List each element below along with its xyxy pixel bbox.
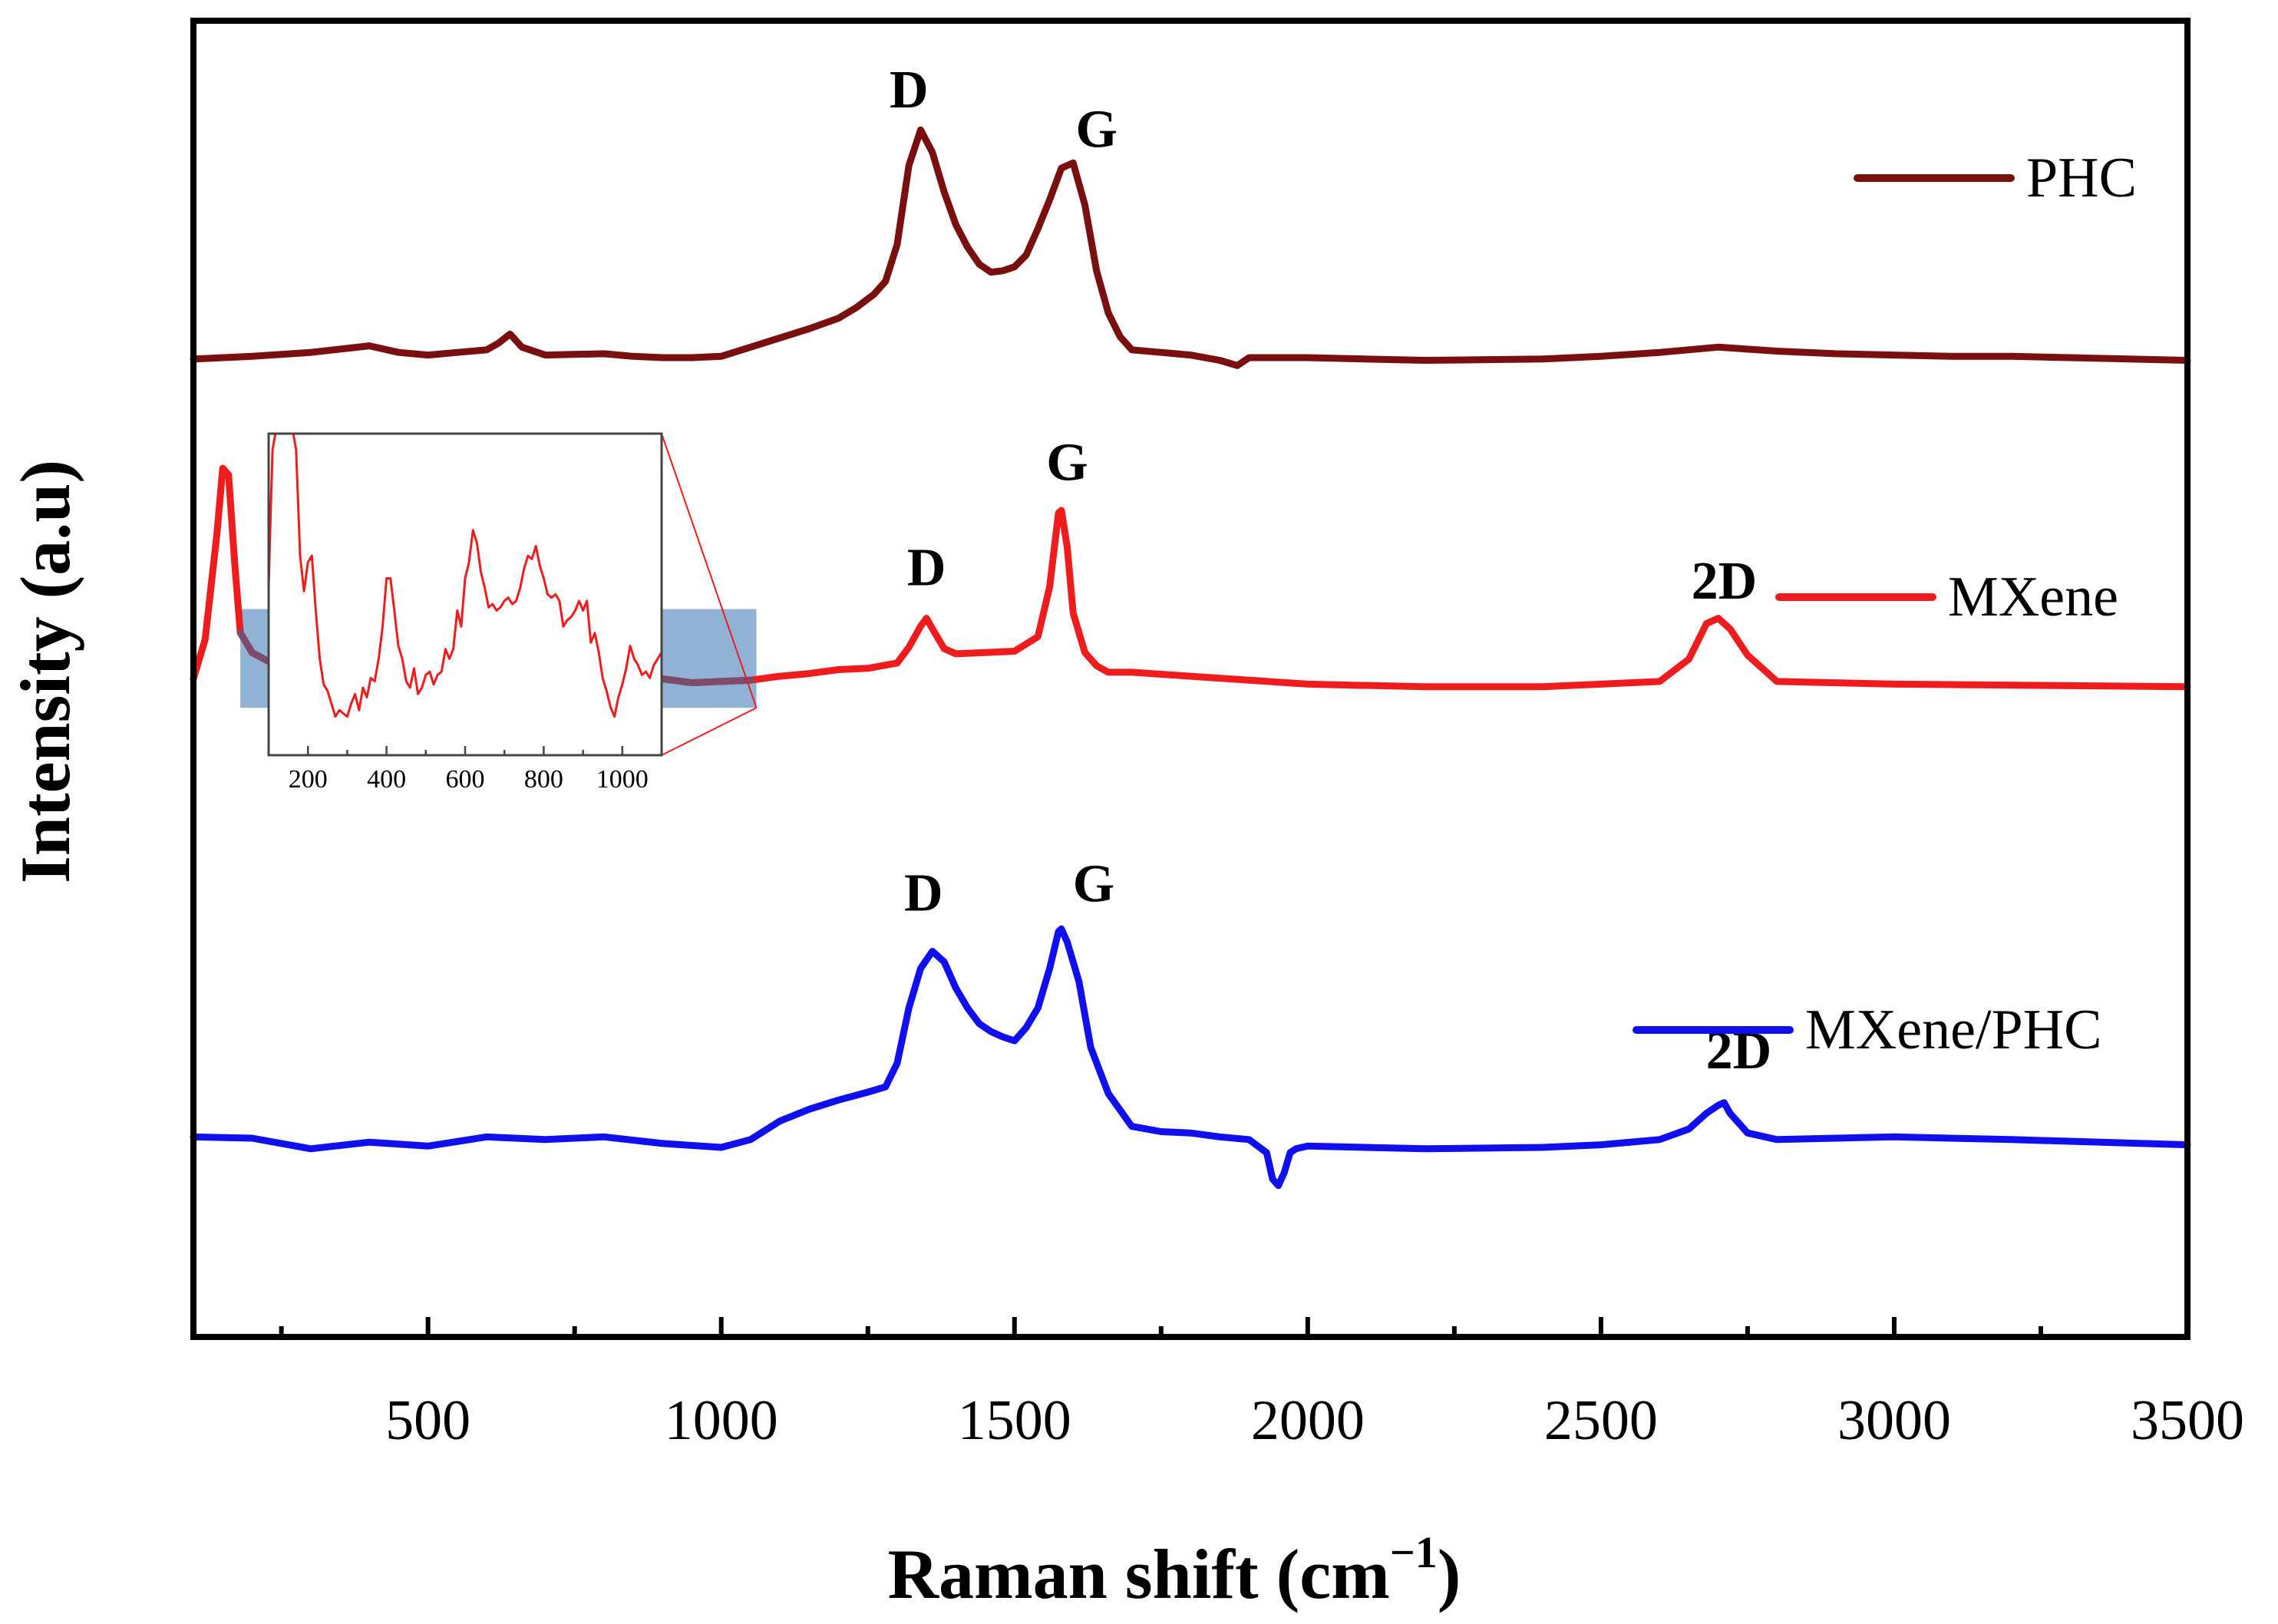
- x-tick-label: 1000: [665, 1389, 778, 1452]
- x-tick-label: 3500: [2131, 1389, 2244, 1452]
- plot-frame: [190, 18, 2191, 1340]
- x-axis-label-text: Raman shift (cm: [888, 1535, 1390, 1613]
- inset-tick-label: 600: [446, 765, 485, 794]
- series-line-mxene-phc: [190, 925, 2191, 1190]
- inset-background: [269, 434, 662, 755]
- axes-layer: 500 1000 1500 2000 2500 3000 3500: [190, 18, 2244, 1452]
- inset-tick-label: 1000: [596, 765, 649, 794]
- peak-label: G: [1076, 101, 1118, 160]
- zoom-connector: [661, 707, 758, 756]
- peak-label: 2D: [1692, 552, 1758, 611]
- inset-tick-label: 800: [524, 765, 563, 794]
- x-axis-label-close: ): [1438, 1535, 1461, 1613]
- legend-label: PHC: [2026, 147, 2137, 210]
- x-tick-label: 1500: [958, 1389, 1071, 1452]
- x-tick-label: 2000: [1251, 1389, 1365, 1452]
- peak-label: G: [1073, 854, 1114, 913]
- inset-series-line: [269, 434, 662, 718]
- peak-label: G: [1046, 434, 1088, 493]
- x-tick-label: 500: [385, 1389, 470, 1452]
- zoom-connector: [661, 433, 758, 708]
- legend-label: MXene/PHC: [1805, 998, 2101, 1061]
- legend: PHC MXene MXene/PHC: [1633, 147, 2137, 1061]
- peak-label: D: [904, 863, 943, 923]
- x-axis-label: Raman shift (cm−1): [888, 1527, 1461, 1613]
- x-axis-label-superscript: −1: [1390, 1527, 1438, 1577]
- series-line-phc: [190, 126, 2191, 369]
- inset-plot: 200 400 600 800 1000: [267, 432, 758, 794]
- peak-label: D: [907, 539, 946, 598]
- inset-tick-label: 400: [367, 765, 406, 794]
- inset-tick-label: 200: [289, 765, 328, 794]
- x-tick-label: 3000: [1837, 1389, 1951, 1452]
- legend-label: MXene: [1948, 566, 2118, 629]
- y-axis-label: Intensity (a.u): [6, 460, 84, 883]
- x-tick-label: 2500: [1544, 1389, 1658, 1452]
- peak-label: D: [890, 61, 929, 120]
